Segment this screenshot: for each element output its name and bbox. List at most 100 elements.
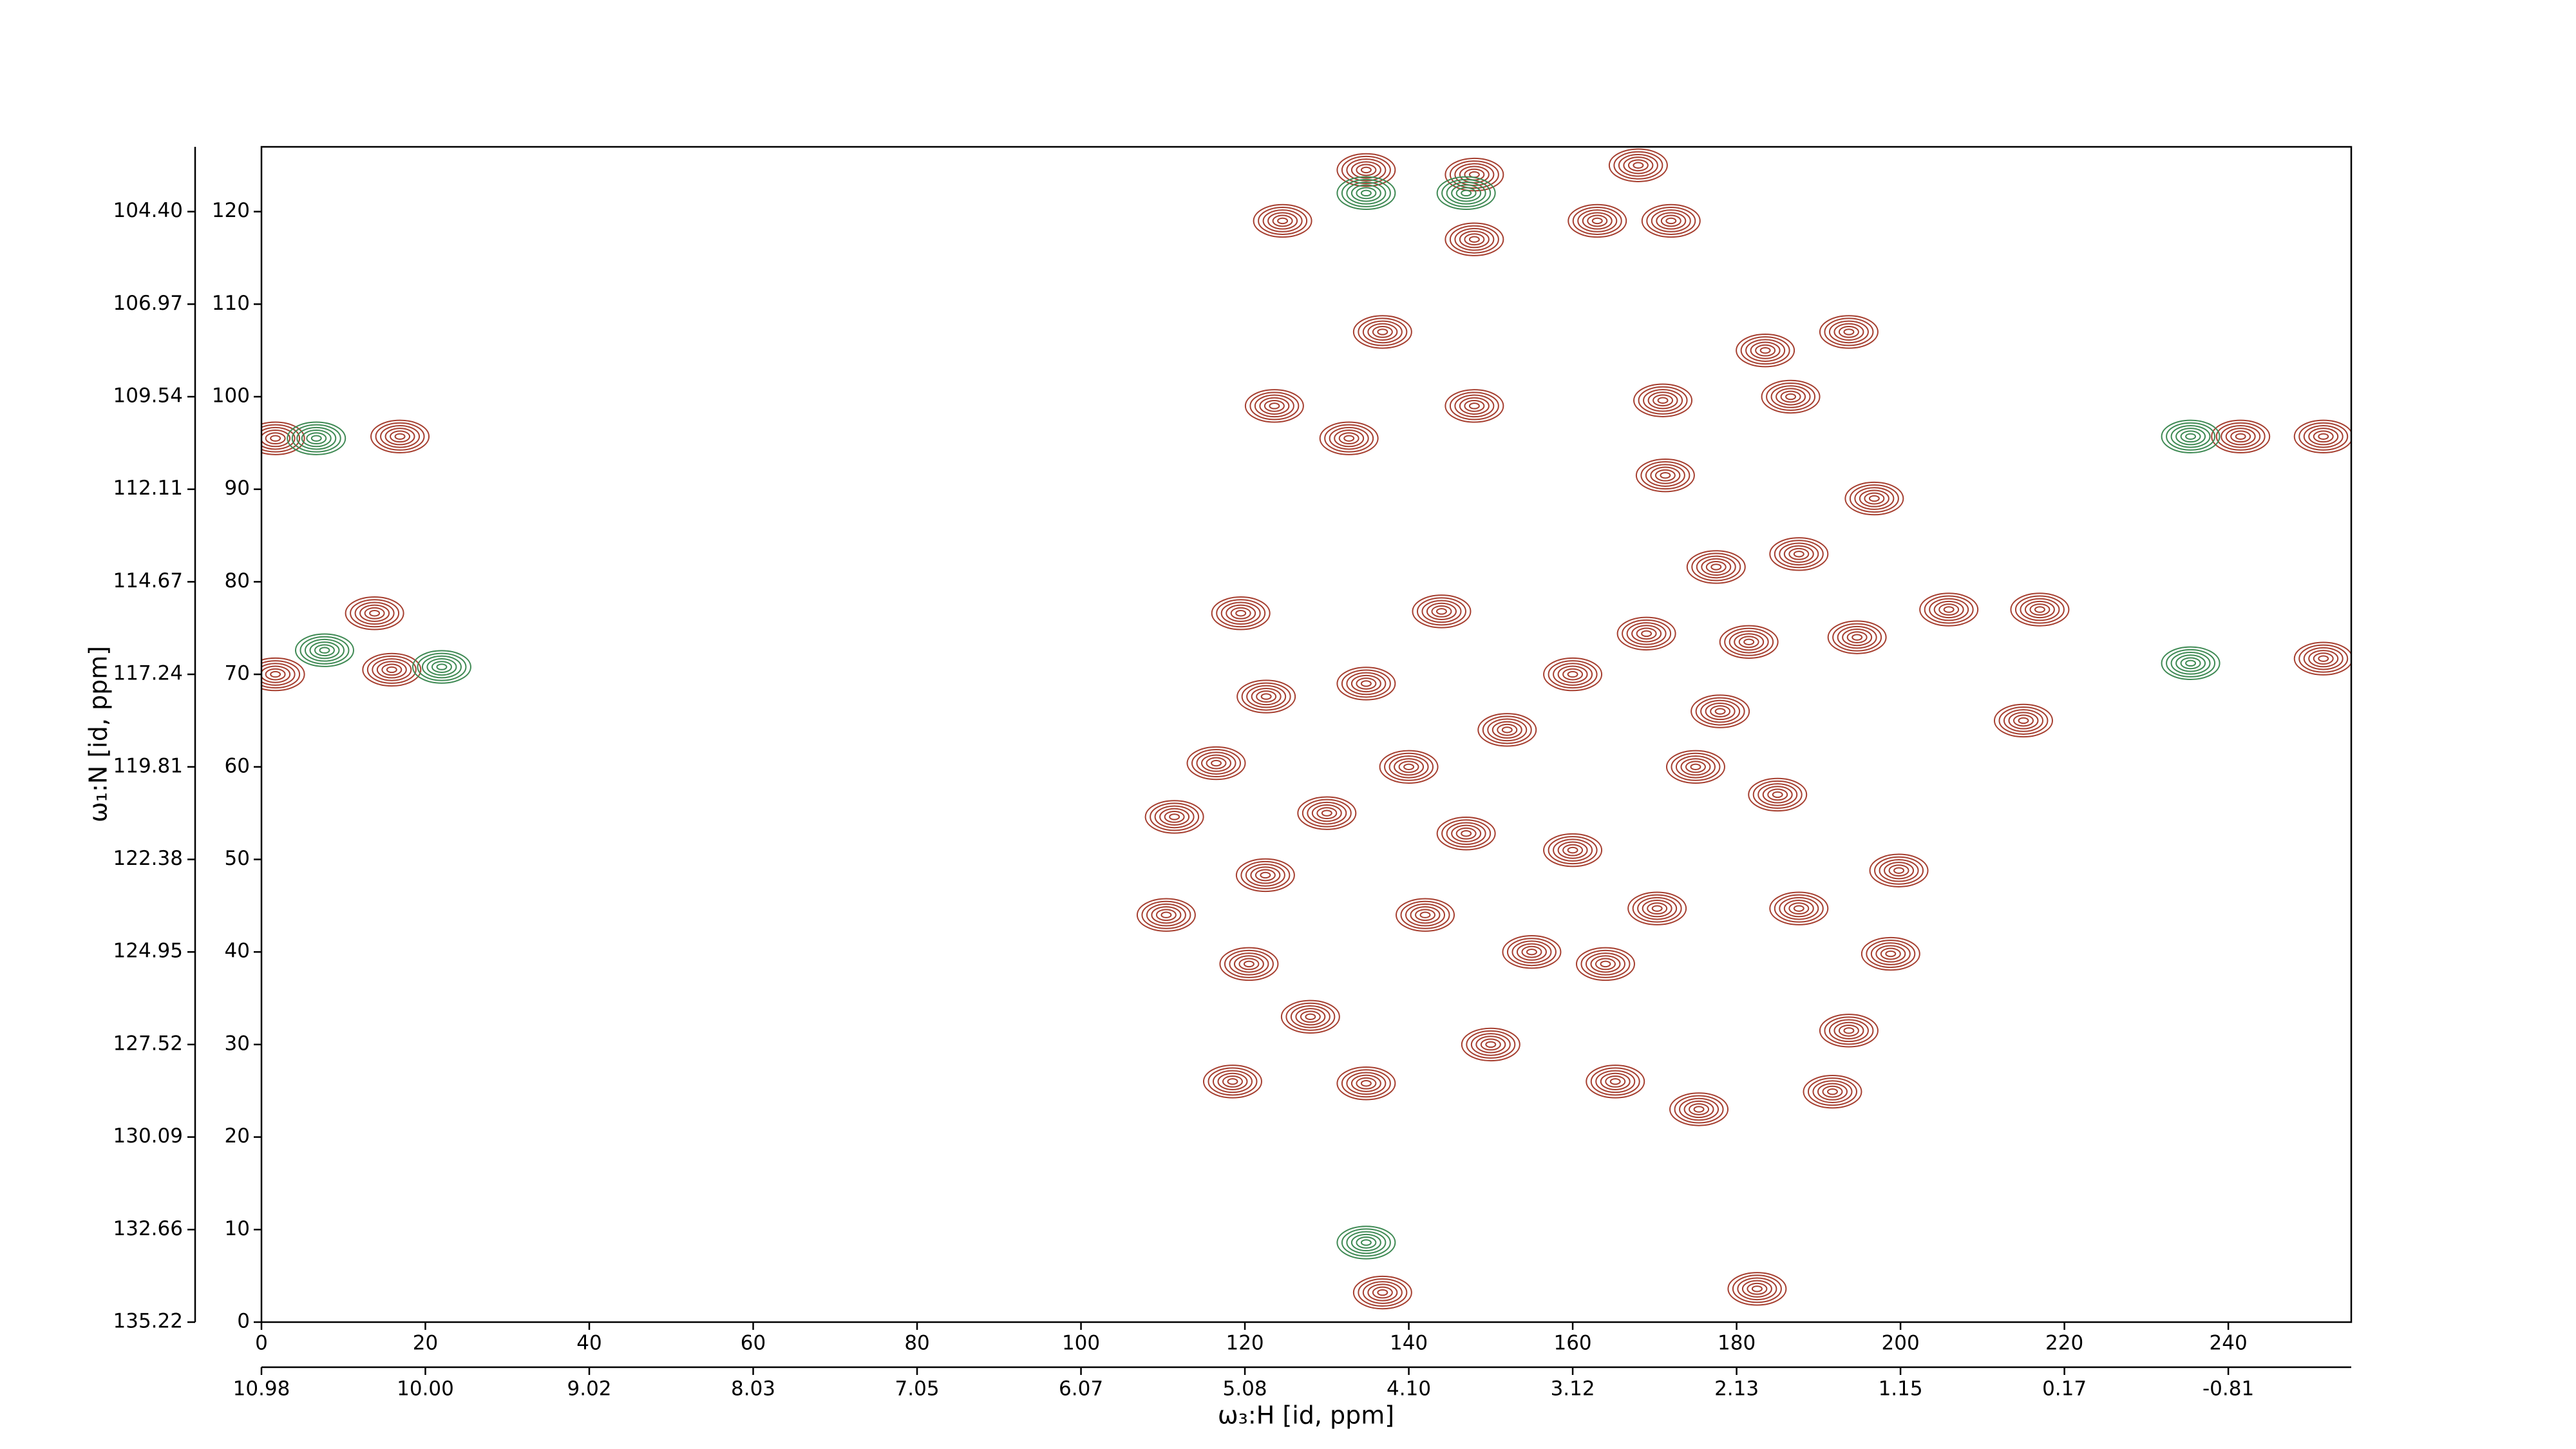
contour-level [1819, 315, 1879, 349]
contour-level [1329, 426, 1369, 450]
contour-level [1828, 320, 1869, 344]
contour-level [1651, 905, 1663, 912]
peak [2211, 419, 2271, 453]
contour-level [1352, 1275, 1412, 1310]
peak [370, 419, 430, 453]
contour-level [2180, 430, 2201, 443]
contour-level [1307, 801, 1347, 825]
peak [1827, 620, 1887, 654]
contour-level [1451, 184, 1482, 202]
contour-level [417, 652, 467, 681]
peak [1235, 858, 1295, 893]
contour-level [2293, 419, 2351, 453]
contour-level [1521, 945, 1542, 958]
contour-level [1350, 674, 1381, 693]
contour-level [1211, 596, 1271, 630]
contour-level [1477, 713, 1537, 747]
contour-level [1575, 947, 1635, 981]
contour-level [1875, 945, 1906, 963]
x-tick-label: 160 [1553, 1332, 1591, 1355]
contour-level [1866, 940, 1916, 969]
peak [2161, 646, 2221, 681]
contour-level [2225, 428, 2256, 446]
contour-level [1141, 900, 1191, 929]
contour-level [1311, 804, 1342, 822]
peak [1502, 934, 1562, 969]
contour-level [1151, 906, 1182, 924]
contour-level [1341, 178, 1391, 207]
contour-level [1256, 690, 1277, 703]
contour-level [1849, 484, 1899, 513]
contour-level [1356, 164, 1377, 176]
x-ppm-tick-label: 0.17 [2042, 1378, 2087, 1401]
contour-level [1384, 752, 1434, 781]
contour-level [1444, 222, 1504, 256]
peak [1352, 315, 1412, 349]
contour-level [306, 432, 327, 445]
contour-level [1468, 236, 1480, 243]
contour-level [1880, 947, 1901, 960]
contour-level [1497, 723, 1518, 736]
contour-level [1553, 838, 1593, 862]
contour-level [1255, 869, 1276, 882]
contour-level [1441, 819, 1492, 848]
contour-level [1485, 1041, 1497, 1048]
contour-level [1884, 862, 1915, 880]
y-tick-label: 10 [225, 1217, 250, 1240]
contour-level [1316, 807, 1338, 820]
contour-level [421, 655, 462, 679]
peak [1819, 1014, 1879, 1048]
contour-level [1838, 326, 1859, 338]
contour-level [1159, 808, 1190, 826]
x-tick-label: 100 [1062, 1332, 1100, 1355]
x-ppm-tick-label: 10.98 [233, 1378, 290, 1401]
contour-level [1640, 461, 1690, 490]
peak [1844, 481, 1904, 516]
y-tick-label: 50 [225, 847, 250, 870]
contour-level [1227, 1078, 1238, 1085]
contour-level [1302, 799, 1352, 828]
contour-level [1415, 909, 1436, 922]
contour-level [2034, 606, 2045, 613]
contour-level [2010, 592, 2070, 627]
contour-level [1464, 168, 1485, 181]
y-ppm-tick-label: 135.22 [113, 1310, 183, 1333]
peak [2010, 592, 2070, 627]
peak [1253, 204, 1312, 238]
contour-level [1859, 489, 1889, 507]
peak [1336, 1066, 1396, 1101]
contour-level [359, 604, 390, 622]
contour-level [1623, 156, 1654, 175]
contour-level [1833, 1021, 1864, 1039]
contour-level [1641, 630, 1653, 638]
contour-level [1854, 487, 1895, 510]
contour-level [1761, 379, 1821, 414]
contour-level [1591, 217, 1603, 225]
contour-level [1254, 394, 1294, 418]
contour-level [1277, 217, 1289, 225]
contour-level [1419, 911, 1431, 918]
contour-level [1367, 1283, 1398, 1302]
contour-level [1714, 708, 1726, 715]
y-ppm-tick-label: 132.66 [113, 1217, 183, 1240]
contour-level [1885, 950, 1897, 958]
peak [1608, 148, 1668, 182]
x-tick-label: 120 [1226, 1332, 1264, 1355]
contour-level [1466, 1030, 1516, 1059]
contour-level [1609, 1078, 1621, 1085]
peak [1543, 657, 1603, 692]
contour-level [1258, 206, 1308, 235]
contour-level [1938, 603, 1960, 616]
contour-level [1236, 679, 1296, 714]
contour-level [1562, 668, 1584, 681]
contour-level [1893, 867, 1905, 874]
contour-level [1260, 693, 1272, 700]
contour-level [1222, 1075, 1243, 1088]
contour-level [1272, 214, 1293, 227]
peak [1761, 379, 1821, 414]
contour-level [1557, 665, 1588, 683]
contour-level [1671, 752, 1721, 781]
contour-level [261, 660, 301, 689]
contour-level [1449, 392, 1499, 421]
contour-level [1785, 393, 1797, 401]
